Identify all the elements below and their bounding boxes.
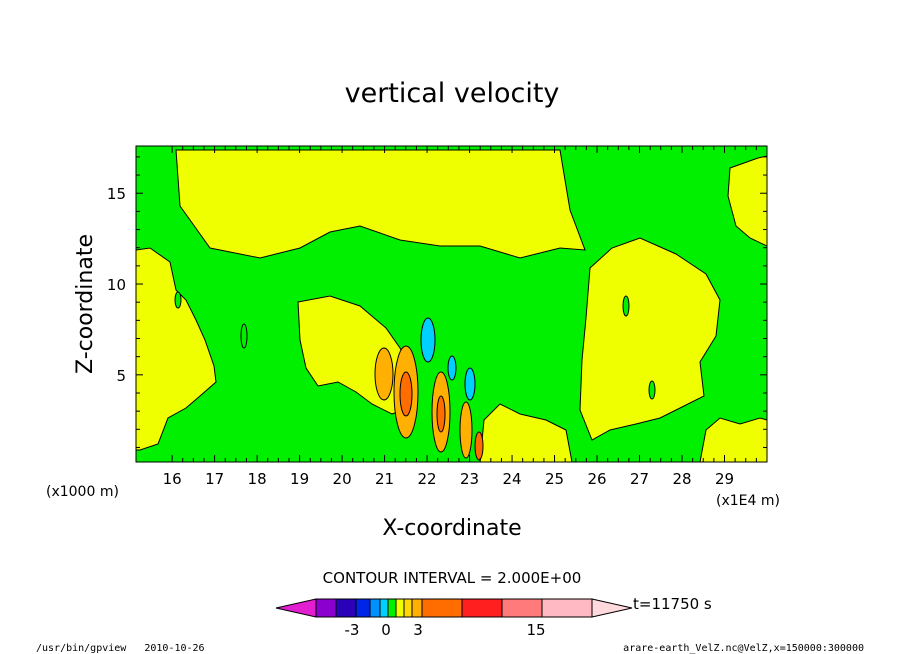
colorbar-cell [369,598,381,618]
colorbar-left-arrow [275,598,317,618]
contour-interval-label: CONTOUR INTERVAL = 2.000E+00 [323,569,582,587]
region-orange-2 [436,395,446,433]
x-tick-label: 19 [290,470,309,488]
region-cyan-2 [464,367,476,401]
y-axis-units: (x1000 m) [46,484,119,500]
colorbar-cell [421,598,463,618]
x-tick-label: 28 [672,470,691,488]
region-yellow-bottom-right [699,417,767,462]
y-tick-label: 15 [107,185,126,203]
colorbar-label: 3 [413,621,423,639]
colorbar-right-arrow [591,598,633,618]
colorbar-cell [501,598,543,618]
speck-1 [174,291,182,309]
x-tick-label: 16 [163,470,182,488]
y-axis: 5 10 15 [107,156,767,448]
region-dark-core [474,431,484,461]
colorbar-cell [315,598,337,618]
x-axis-title: X-coordinate [382,516,521,541]
x-tick-label: 20 [333,470,352,488]
plot-frame [135,145,768,463]
x-tick-label: 22 [418,470,437,488]
y-tick-label: 5 [116,367,126,385]
region-yellow-right [579,237,721,441]
x-tick-label: 21 [375,470,394,488]
region-cyan-3 [447,355,457,381]
x-axis-units: (x1E4 m) [716,493,780,509]
x-tick-label: 23 [460,470,479,488]
region-cyan-1 [420,317,436,363]
region-orange-light-4 [459,401,473,459]
colorbar-cell [541,598,593,618]
time-label: t=11750 s [633,595,712,613]
region-yellow-bottom [479,403,573,462]
region-yellow-topright [727,155,767,247]
colorbar-label: -3 [345,621,360,639]
colorbar-cell [387,598,397,618]
region-yellow-upper [175,149,586,259]
colorbar-cell [411,598,423,618]
plot-area [136,146,767,462]
colorbar-label: 0 [381,621,391,639]
region-orange-1 [399,371,413,417]
colorbar-cell [355,598,371,618]
colorbar-label: 15 [526,621,545,639]
colorbar: -3 0 3 15 [275,598,633,639]
colorbar-cell [461,598,503,618]
x-tick-label: 27 [630,470,649,488]
y-axis-title: Z-coordinate [73,234,98,374]
x-tick-label: 24 [503,470,522,488]
x-tick-label: 26 [587,470,606,488]
x-tick-label: 29 [715,470,734,488]
colorbar-cell [335,598,357,618]
x-tick-label: 17 [205,470,224,488]
colorbar-cell [395,598,405,618]
y-tick-label: 10 [107,276,126,294]
speck-3 [622,295,630,317]
x-axis: 16 17 18 19 20 21 22 23 24 25 26 27 28 29 [163,146,757,488]
x-tick-label: 25 [545,470,564,488]
region-yellow-left [136,247,217,451]
x-tick-label: 18 [248,470,267,488]
colorbar-cell [379,598,389,618]
chart-title: vertical velocity [345,78,560,109]
colorbar-cell [403,598,413,618]
footer-left: /usr/bin/gpview 2010-10-26 [36,643,205,654]
footer-right: arare-earth_VelZ.nc@VelZ,x=150000:300000 [623,643,864,654]
speck-4 [648,380,656,400]
region-orange-light-1 [374,347,394,401]
speck-2 [240,323,248,349]
